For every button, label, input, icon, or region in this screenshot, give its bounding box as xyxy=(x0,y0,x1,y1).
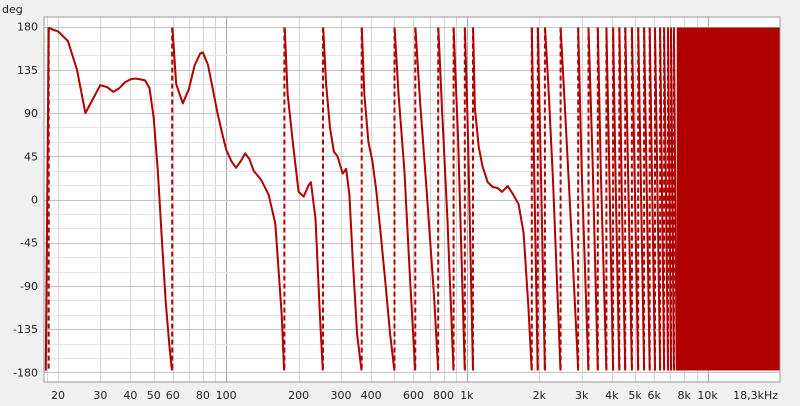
phase-segment xyxy=(437,27,455,371)
phase-segment xyxy=(630,27,640,371)
phase-segment xyxy=(472,27,533,371)
x-tick-label: 8k xyxy=(678,389,692,402)
x-tick-label: 4k xyxy=(605,389,619,402)
phase-segment xyxy=(654,27,662,371)
x-tick-label: 1k xyxy=(460,389,474,402)
phase-segment xyxy=(322,27,363,371)
y-tick-label: 45 xyxy=(24,150,38,163)
x-tick-label: 600 xyxy=(403,389,424,402)
phase-segment xyxy=(536,27,546,371)
x-tick-label: 400 xyxy=(361,389,382,402)
phase-segment xyxy=(360,27,396,371)
x-tick-label: 30 xyxy=(93,389,107,402)
phase-segment xyxy=(648,27,656,371)
phase-segment xyxy=(452,27,466,371)
phase-segment xyxy=(393,27,417,371)
x-tick-label: 18,3kHz xyxy=(733,389,778,402)
phase-curve xyxy=(44,26,678,371)
dense-band-fill xyxy=(676,27,780,371)
y-tick-label: 90 xyxy=(24,107,38,120)
phase-segment xyxy=(283,27,324,371)
y-tick-label: 180 xyxy=(17,21,38,34)
dense-phase-band xyxy=(676,27,780,371)
phase-segment xyxy=(605,27,615,371)
y-tick-label: -180 xyxy=(13,366,38,379)
phase-segment xyxy=(637,27,646,371)
phase-segment xyxy=(643,27,651,371)
x-tick-label: 3k xyxy=(575,389,589,402)
phase-segment xyxy=(559,27,580,371)
phase-segment xyxy=(171,27,286,371)
x-tick-label: 300 xyxy=(331,389,352,402)
phase-segment xyxy=(663,27,669,371)
phase-segment xyxy=(670,27,675,371)
x-tick-label: 60 xyxy=(166,389,180,402)
x-tick-label: 800 xyxy=(433,389,454,402)
y-tick-labels: 180 135 90 45 0 -45 -90 -135 -180 xyxy=(13,21,38,380)
phase-segment xyxy=(667,27,672,371)
x-tick-label: 100 xyxy=(216,389,237,402)
x-tick-label: 10k xyxy=(697,389,718,402)
x-tick-label: 6k xyxy=(647,389,661,402)
x-tick-labels: 20 30 40 50 60 80 100 200 300 400 600 800 1k 2k 3k 4k 5k… xyxy=(51,389,778,402)
y-tick-label: 135 xyxy=(17,64,38,77)
y-tick-label: 0 xyxy=(31,194,38,207)
x-tick-label: 20 xyxy=(51,389,65,402)
x-tick-label: 80 xyxy=(196,389,210,402)
phase-segment xyxy=(672,27,678,371)
x-tick-label: 5k xyxy=(628,389,642,402)
phase-segment xyxy=(414,27,440,371)
x-tick-label: 40 xyxy=(123,389,137,402)
y-tick-label: -45 xyxy=(20,237,38,250)
phase-segment xyxy=(530,27,539,371)
phase-segment xyxy=(612,27,621,371)
phase-segment xyxy=(659,27,666,371)
phase-segment xyxy=(624,27,633,371)
y-axis-unit-label: deg xyxy=(2,3,23,16)
phase-segment xyxy=(587,27,599,371)
y-tick-label: -135 xyxy=(13,323,38,336)
y-tick-label: -90 xyxy=(20,280,38,293)
x-tick-label: 200 xyxy=(288,389,309,402)
x-tick-label: 50 xyxy=(147,389,161,402)
phase-segment xyxy=(48,26,173,371)
phase-segment xyxy=(544,27,562,371)
phase-segment xyxy=(44,27,50,371)
phase-segment xyxy=(577,27,590,371)
phase-segment xyxy=(463,27,474,371)
phase-segment xyxy=(596,27,608,371)
x-tick-label: 2k xyxy=(533,389,547,402)
phase-segment xyxy=(618,27,627,371)
plot-border xyxy=(43,16,781,383)
